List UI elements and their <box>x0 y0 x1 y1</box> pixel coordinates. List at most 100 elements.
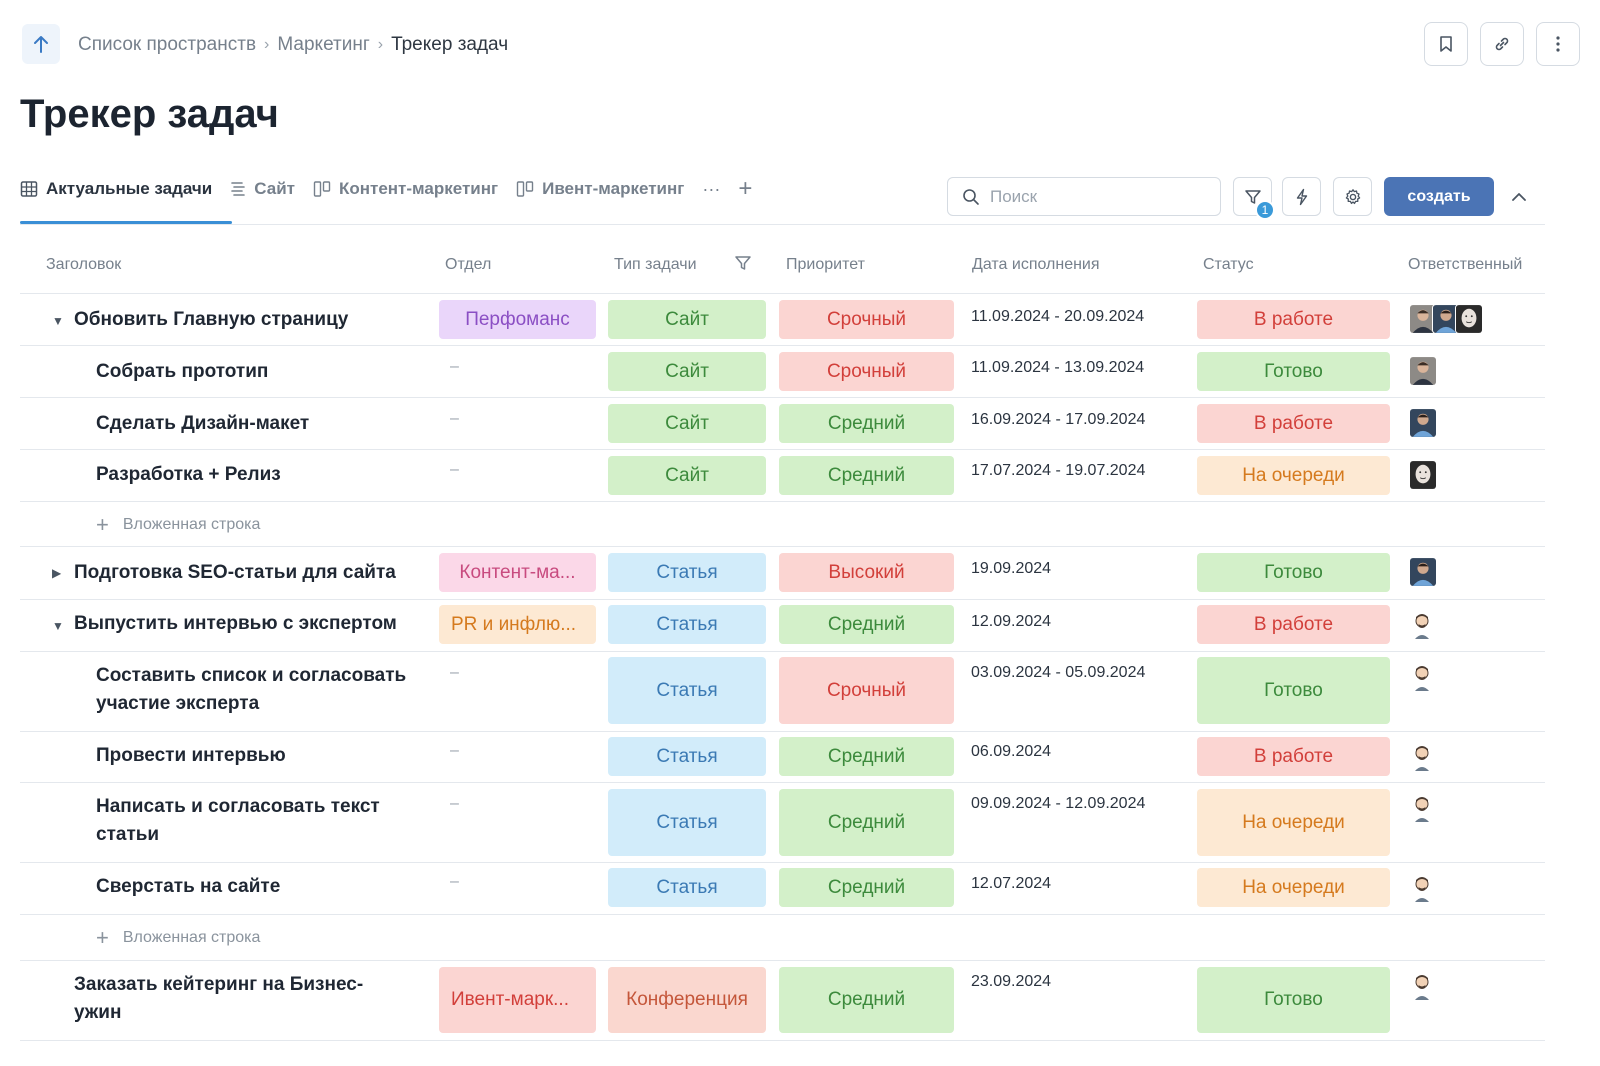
type-tag[interactable]: Сайт <box>608 352 766 391</box>
status-tag[interactable]: На очереди <box>1197 868 1390 907</box>
add-subrow-button[interactable]: + Вложенная строка <box>96 512 260 538</box>
table-row[interactable]: ▼ Обновить Главную страницу Перфоманс Са… <box>20 294 1545 346</box>
table-row[interactable]: ▶ Подготовка SEO-статьи для сайта Контен… <box>20 547 1545 600</box>
task-title[interactable]: Обновить Главную страницу <box>74 309 349 330</box>
owner-avatars[interactable] <box>1409 408 1437 438</box>
due-date[interactable]: 12.09.2024 <box>971 613 1052 630</box>
task-title[interactable]: Собрать прототип <box>96 361 269 382</box>
type-tag[interactable]: Конференция <box>608 967 766 1033</box>
collapse-caret-icon[interactable]: ▼ <box>52 619 64 633</box>
column-header-due[interactable]: Дата исполнения <box>972 256 1100 273</box>
department-tag[interactable]: Ивент-марк... <box>439 967 596 1033</box>
owner-avatars[interactable] <box>1409 663 1435 691</box>
type-tag[interactable]: Сайт <box>608 456 766 495</box>
column-header-department[interactable]: Отдел <box>445 256 492 273</box>
status-tag[interactable]: В работе <box>1197 404 1390 443</box>
table-row[interactable]: Составить список и согласовать участие э… <box>20 652 1545 732</box>
status-tag[interactable]: Готово <box>1197 553 1390 592</box>
task-title[interactable]: Сверстать на сайте <box>96 876 281 897</box>
table-row[interactable]: Написать и согласовать текст статьи – Ст… <box>20 783 1545 863</box>
collapse-button[interactable] <box>1506 184 1532 210</box>
status-tag[interactable]: На очереди <box>1197 456 1390 495</box>
owner-avatars[interactable] <box>1409 356 1437 386</box>
type-tag[interactable]: Сайт <box>608 404 766 443</box>
task-title[interactable]: Провести интервью <box>96 745 286 766</box>
due-date[interactable]: 16.09.2024 - 17.09.2024 <box>971 411 1146 428</box>
table-row[interactable]: Сверстать на сайте – Статья Средний 12.0… <box>20 863 1545 915</box>
priority-tag[interactable]: Средний <box>779 404 954 443</box>
priority-tag[interactable]: Срочный <box>779 352 954 391</box>
type-tag[interactable]: Статья <box>608 789 766 856</box>
search-input[interactable] <box>990 186 1210 207</box>
owner-avatars[interactable] <box>1409 743 1435 771</box>
task-title[interactable]: Подготовка SEO-статьи для сайта <box>74 562 396 583</box>
task-title[interactable]: Разработка + Релиз <box>96 464 281 485</box>
due-date[interactable]: 17.07.2024 - 19.07.2024 <box>971 462 1146 479</box>
tab-site[interactable]: Сайт <box>230 172 295 206</box>
more-options-button[interactable] <box>1536 22 1580 66</box>
status-tag[interactable]: В работе <box>1197 300 1390 339</box>
automation-button[interactable] <box>1282 177 1321 216</box>
priority-tag[interactable]: Средний <box>779 605 954 644</box>
status-tag[interactable]: Готово <box>1197 967 1390 1033</box>
owner-avatars[interactable] <box>1409 557 1437 587</box>
type-tag[interactable]: Статья <box>608 553 766 592</box>
column-header-owner[interactable]: Ответственный <box>1408 256 1523 273</box>
breadcrumb-item-spaces[interactable]: Список пространств <box>78 34 257 55</box>
due-date[interactable]: 12.07.2024 <box>971 875 1052 892</box>
priority-tag[interactable]: Средний <box>779 789 954 856</box>
bookmark-button[interactable] <box>1424 22 1468 66</box>
priority-tag[interactable]: Средний <box>779 868 954 907</box>
add-tab-button[interactable]: + <box>738 175 753 202</box>
owner-avatars[interactable] <box>1409 304 1483 334</box>
task-title[interactable]: Заказать кейтеринг на Бизнес- ужин <box>74 971 363 1027</box>
due-date[interactable]: 23.09.2024 <box>971 973 1052 990</box>
type-tag[interactable]: Сайт <box>608 300 766 339</box>
status-tag[interactable]: Готово <box>1197 352 1390 391</box>
due-date[interactable]: 09.09.2024 - 12.09.2024 <box>971 795 1146 812</box>
department-tag[interactable]: PR и инфлю... <box>439 605 596 644</box>
department-tag[interactable]: Перфоманс <box>439 300 596 339</box>
copy-link-button[interactable] <box>1480 22 1524 66</box>
table-row[interactable]: Разработка + Релиз – Сайт Средний 17.07.… <box>20 450 1545 502</box>
due-date[interactable]: 06.09.2024 <box>971 743 1052 760</box>
column-header-priority[interactable]: Приоритет <box>786 256 865 273</box>
settings-button[interactable] <box>1333 177 1372 216</box>
collapse-caret-icon[interactable]: ▼ <box>52 314 64 328</box>
table-row[interactable]: ▼ Выпустить интервью с экспертом PR и ин… <box>20 600 1545 652</box>
go-up-button[interactable] <box>22 24 60 64</box>
owner-avatars[interactable] <box>1409 611 1435 639</box>
create-button[interactable]: создать <box>1384 177 1494 216</box>
status-tag[interactable]: На очереди <box>1197 789 1390 856</box>
more-tabs-button[interactable]: ··· <box>702 178 721 199</box>
column-header-status[interactable]: Статус <box>1203 256 1254 273</box>
column-header-type[interactable]: Тип задачи <box>614 256 697 273</box>
type-tag[interactable]: Статья <box>608 605 766 644</box>
owner-avatars[interactable] <box>1409 972 1435 1000</box>
task-title[interactable]: Написать и согласовать текст статьи <box>96 793 380 849</box>
due-date[interactable]: 11.09.2024 - 13.09.2024 <box>971 359 1145 376</box>
department-tag[interactable]: Контент-ма... <box>439 553 596 592</box>
priority-tag[interactable]: Срочный <box>779 300 954 339</box>
add-subrow-button[interactable]: + Вложенная строка <box>96 925 260 951</box>
priority-tag[interactable]: Средний <box>779 456 954 495</box>
priority-tag[interactable]: Срочный <box>779 657 954 724</box>
search-box[interactable] <box>947 177 1221 216</box>
owner-avatars[interactable] <box>1409 460 1437 490</box>
breadcrumb-item-marketing[interactable]: Маркетинг <box>277 34 370 55</box>
tab-content-marketing[interactable]: Контент-маркетинг <box>313 172 498 206</box>
table-row[interactable]: Сделать Дизайн-макет – Сайт Средний 16.0… <box>20 398 1545 450</box>
status-tag[interactable]: В работе <box>1197 605 1390 644</box>
tab-event-marketing[interactable]: Ивент-маркетинг <box>516 172 684 206</box>
task-title[interactable]: Выпустить интервью с экспертом <box>74 613 397 634</box>
owner-avatars[interactable] <box>1409 794 1435 822</box>
table-row[interactable]: Провести интервью – Статья Средний 06.09… <box>20 732 1545 783</box>
column-filter-button[interactable] <box>734 254 752 277</box>
expand-caret-icon[interactable]: ▶ <box>52 566 62 580</box>
task-title[interactable]: Составить список и согласовать участие э… <box>96 662 406 718</box>
priority-tag[interactable]: Высокий <box>779 553 954 592</box>
status-tag[interactable]: Готово <box>1197 657 1390 724</box>
owner-avatars[interactable] <box>1409 874 1435 902</box>
tab-current-tasks[interactable]: Актуальные задачи <box>20 172 212 206</box>
column-header-title[interactable]: Заголовок <box>46 256 122 273</box>
